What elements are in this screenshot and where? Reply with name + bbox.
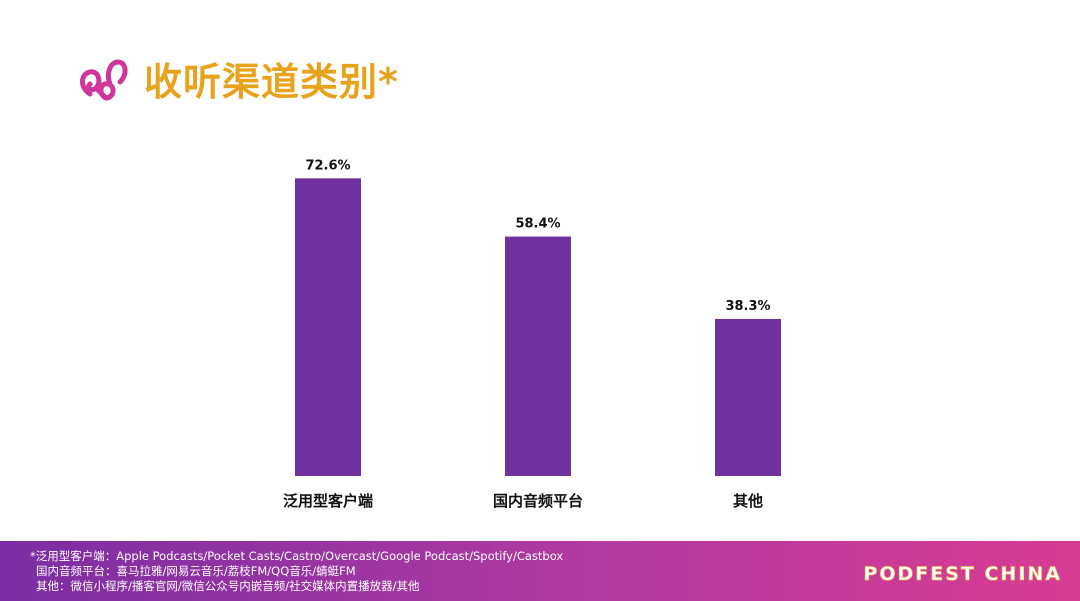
footnote-line: *泛用型客户端：Apple Podcasts/Pocket Casts/Cast…	[30, 549, 564, 563]
bar-0	[295, 178, 361, 476]
bar-2	[715, 318, 781, 476]
footnotes: *泛用型客户端：Apple Podcasts/Pocket Casts/Cast…	[30, 549, 563, 594]
brand-wordmark: PODFEST CHINA	[863, 563, 1062, 586]
brand-logo-icon	[80, 59, 128, 101]
bar-chart: 72.6% 泛用型客户端 58.4% 国内音频平台 38.3% 其他	[283, 158, 781, 510]
category-label: 其他	[733, 492, 763, 510]
page-title: 收听渠道类别*	[144, 60, 399, 104]
bar-1	[505, 236, 571, 476]
data-label: 58.4%	[515, 217, 560, 232]
category-label: 国内音频平台	[493, 492, 583, 510]
footnote-line: 其他：微信小程序/播客官网/微信公众号内嵌音频/社交媒体内置播放器/其他	[36, 579, 420, 593]
category-label: 泛用型客户端	[283, 492, 373, 510]
data-label: 72.6%	[305, 158, 350, 173]
data-label: 38.3%	[725, 299, 770, 314]
header: 收听渠道类别*	[76, 52, 399, 112]
footer-bar: *泛用型客户端：Apple Podcasts/Pocket Casts/Cast…	[0, 541, 1080, 601]
footnote-line: 国内音频平台：喜马拉雅/网易云音乐/荔枝FM/QQ音乐/蜻蜓FM	[36, 564, 356, 578]
